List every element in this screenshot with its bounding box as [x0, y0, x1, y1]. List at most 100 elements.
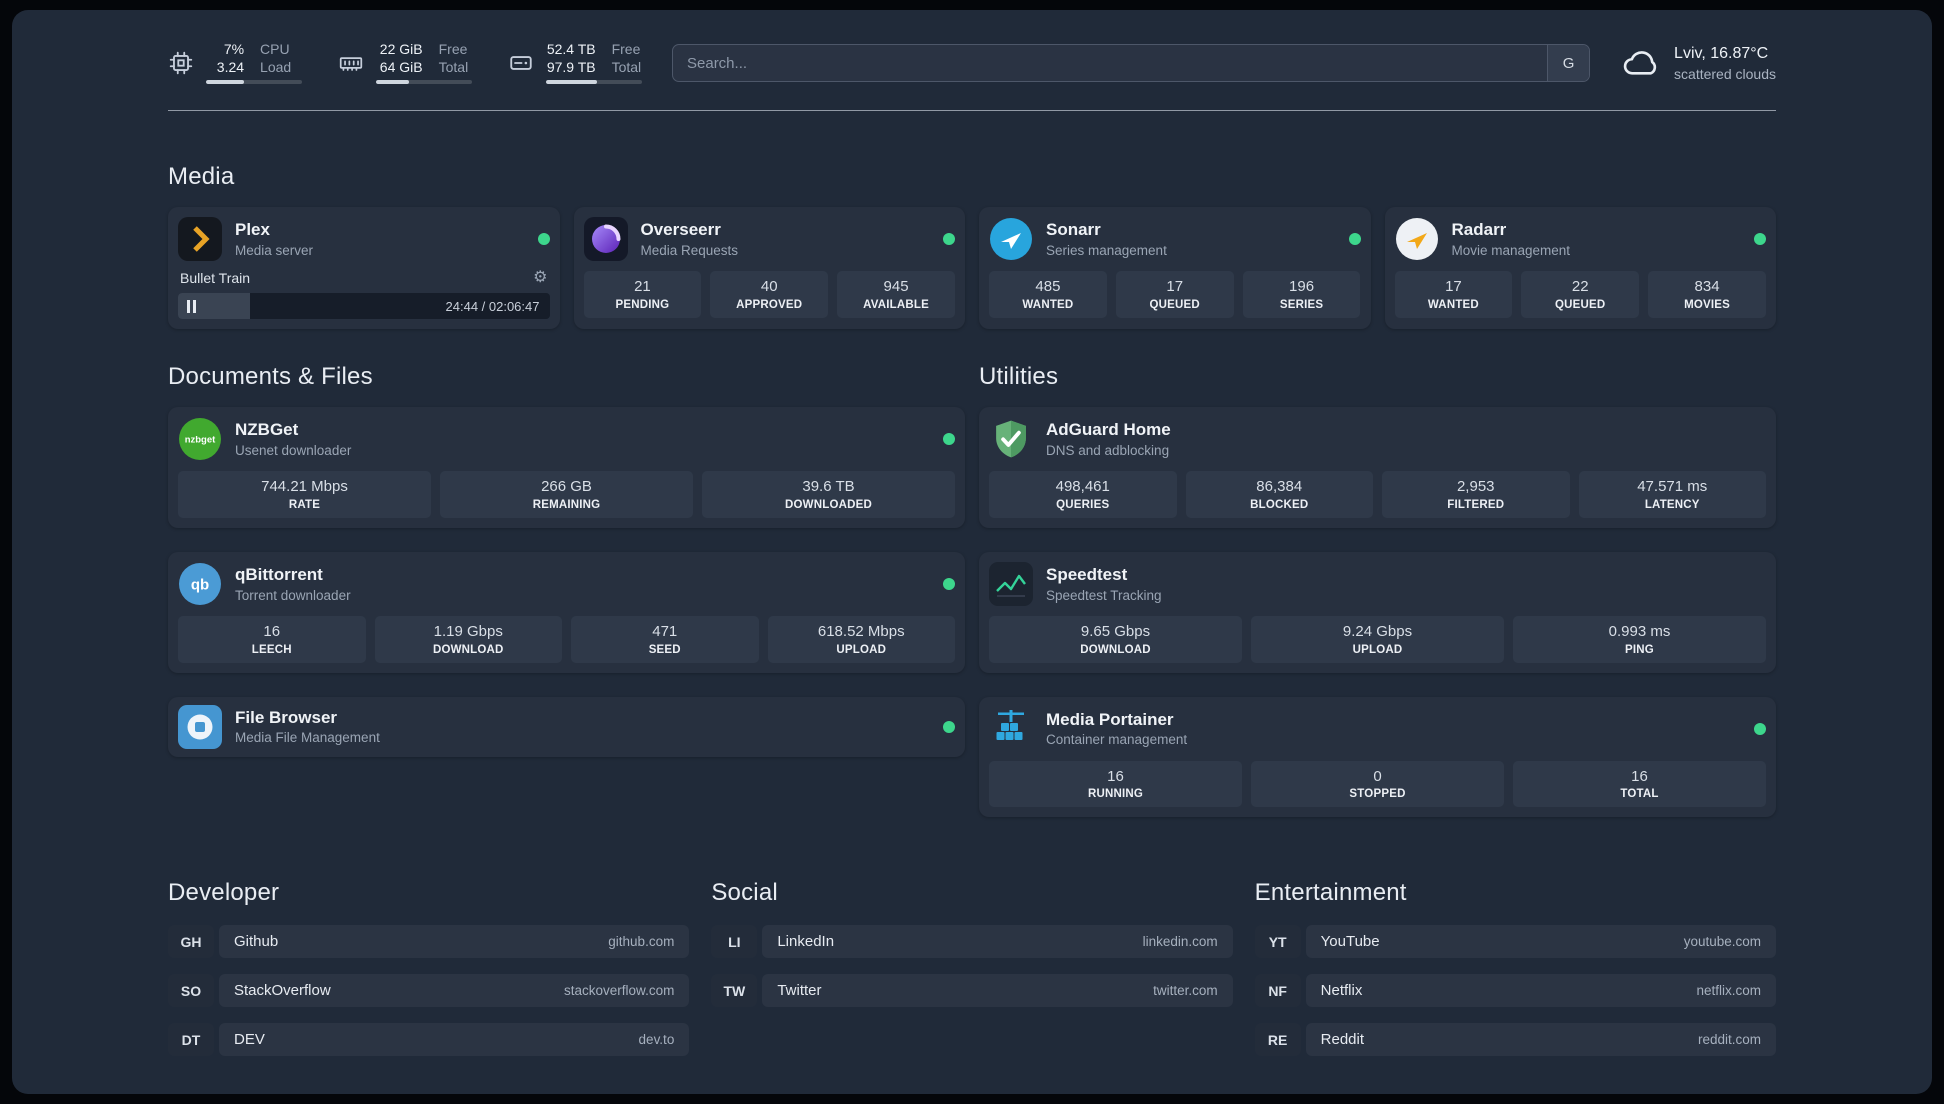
app-name: Radarr [1451, 220, 1507, 240]
stat-label: PING [1625, 643, 1654, 656]
stat-value: 16 [263, 622, 281, 640]
stat-label: SERIES [1279, 298, 1324, 311]
app-info: Plex Media server [235, 220, 313, 258]
status-online-dot [1754, 722, 1766, 735]
stat-ping: 0.993 ms PING [1513, 615, 1766, 663]
stats-row: 21 PENDING 40 APPROVED 945 AVAILABLE [583, 271, 956, 318]
stat-remaining: 266 GB REMAINING [440, 471, 693, 518]
cpu-usage-value: 7% [223, 40, 245, 57]
two-column-area: Documents & Files nzbget NZBGet Usenet d… [168, 363, 1776, 818]
stat-value: 2,953 [1456, 478, 1495, 495]
stats-row: 9.65 Gbps DOWNLOAD 9.24 Gbps UPLOAD 0.993 … [989, 615, 1766, 663]
search-provider-button[interactable]: G [1547, 45, 1590, 81]
bookmark-name: LinkedIn [777, 933, 835, 951]
bookmark-url: youtube.com [1683, 934, 1761, 950]
stat-label: QUEUED [1149, 298, 1200, 311]
svg-text:qb: qb [191, 576, 209, 593]
status-online-dot [537, 233, 550, 245]
stat-value: 47.571 ms [1637, 478, 1708, 495]
bookmark-linkedin[interactable]: LI LinkedIn linkedin.com [711, 925, 1233, 959]
stat-label: WANTED [1022, 298, 1074, 311]
metric-cpu: 7% CPU 3.24 Load [168, 40, 302, 85]
filebrowser-card[interactable]: File Browser Media File Management [168, 696, 965, 757]
overseerr-card[interactable]: Overseerr Media Requests 21 PENDING 40 APP… [573, 207, 965, 329]
stats-row: 744.21 Mbps RATE 266 GB REMAINING 39.6 TB D… [178, 471, 955, 518]
cpu-usage-label: CPU [260, 40, 290, 57]
section-title-media: Media [168, 163, 235, 190]
bookmark-name: Netflix [1320, 982, 1363, 1000]
stat-label: QUEUED [1555, 298, 1606, 311]
section-documents: Documents & Files nzbget NZBGet Usenet d… [168, 363, 965, 817]
qbittorrent-card[interactable]: qb qBittorrent Torrent downloader 16 LEEC… [168, 551, 965, 673]
section-media: Media Plex Media server Bullet Train ⚙ [168, 163, 1776, 329]
stat-label: UPLOAD [1352, 643, 1403, 656]
cloud-icon [1620, 45, 1662, 82]
portainer-card[interactable]: Media Portainer Container management 16 R… [979, 696, 1776, 818]
stat-latency: 47.571 ms LATENCY [1578, 471, 1766, 518]
stat-pending: 21 PENDING [583, 271, 702, 318]
app-name: qBittorrent [235, 564, 323, 584]
app-name: Overseerr [640, 220, 721, 240]
search-input[interactable] [673, 45, 1548, 81]
now-playing-title: Bullet Train [180, 270, 251, 286]
stat-label: TOTAL [1620, 788, 1659, 801]
stat-value: 0 [1373, 767, 1382, 785]
metric-cpu-body: 7% CPU 3.24 Load [206, 40, 302, 85]
plex-card-header: Plex Media server [178, 217, 550, 261]
status-online-dot [943, 720, 955, 733]
bookmark-name: StackOverflow [234, 982, 331, 1000]
bookmarks-area: Developer GH Github github.com SO StackOv… [168, 879, 1776, 1094]
sonarr-card[interactable]: Sonarr Series management 485 WANTED 17 QUE… [979, 207, 1371, 329]
settings-gear-icon[interactable]: ⚙ [533, 269, 548, 286]
nzbget-card[interactable]: nzbget NZBGet Usenet downloader 744.21 M… [168, 407, 965, 528]
stat-movies: 834 MOVIES [1648, 271, 1766, 318]
bookmark-netflix[interactable]: NF Netflix netflix.com [1254, 974, 1776, 1008]
metric-memory: 22 GiB Free 64 GiB Total [338, 41, 472, 85]
stat-label: SEED [648, 643, 681, 656]
stat-label: WANTED [1427, 298, 1479, 311]
radarr-card[interactable]: Radarr Movie management 17 WANTED 22 QUEUE… [1384, 207, 1776, 329]
bookmark-abbr: TW [711, 974, 758, 1008]
stat-running: 16 RUNNING [989, 760, 1242, 808]
plex-card[interactable]: Plex Media server Bullet Train ⚙ 24:44 /… [168, 207, 560, 329]
stat-wanted: 485 WANTED [989, 271, 1107, 318]
status-online-dot [943, 433, 955, 445]
speedtest-card-header: Speedtest Speedtest Tracking [989, 561, 1766, 606]
stat-label: STOPPED [1349, 788, 1406, 801]
stat-download: 9.65 Gbps DOWNLOAD [989, 615, 1242, 663]
bookmark-reddit[interactable]: RE Reddit reddit.com [1254, 1023, 1776, 1057]
cpu-load-label: Load [260, 59, 292, 75]
app-name: NZBGet [235, 420, 299, 440]
app-description: Media server [235, 242, 314, 258]
bookmark-url: linkedin.com [1142, 934, 1218, 950]
stat-label: APPROVED [736, 298, 803, 311]
stats-row: 17 WANTED 22 QUEUED 834 MOVIES [1394, 271, 1767, 318]
status-online-dot [943, 233, 955, 245]
adguard-card-header: AdGuard Home DNS and adblocking [989, 417, 1766, 461]
stat-blocked: 86,384 BLOCKED [1185, 471, 1373, 518]
section-title-utilities: Utilities [979, 363, 1059, 390]
stat-value: 40 [760, 278, 778, 295]
pause-icon[interactable] [187, 299, 196, 313]
playback-progress-bar[interactable]: 24:44 / 02:06:47 [178, 293, 550, 319]
adguard-card[interactable]: AdGuard Home DNS and adblocking 498,461 Q… [979, 407, 1776, 528]
stat-value: 744.21 Mbps [261, 478, 348, 495]
stat-upload: 9.24 Gbps UPLOAD [1251, 615, 1504, 663]
bookmark-dev[interactable]: DT DEV dev.to [168, 1023, 690, 1057]
stat-upload: 618.52 Mbps UPLOAD [767, 615, 955, 663]
app-info: Sonarr Series management [1046, 220, 1167, 258]
bookmark-twitter[interactable]: TW Twitter twitter.com [711, 974, 1233, 1008]
stat-value: 16 [1631, 767, 1648, 785]
adguard-icon [989, 417, 1033, 461]
bookmark-name: Twitter [777, 982, 822, 1000]
stat-label: FILTERED [1447, 498, 1505, 511]
speedtest-card[interactable]: Speedtest Speedtest Tracking 9.65 Gbps DO… [979, 551, 1776, 673]
bookmark-youtube[interactable]: YT YouTube youtube.com [1254, 925, 1776, 959]
stat-value: 86,384 [1256, 478, 1303, 495]
stat-queries: 498,461 QUERIES [989, 471, 1177, 518]
bookmark-github[interactable]: GH Github github.com [168, 925, 690, 959]
bookmark-name: Github [234, 933, 279, 951]
bookmark-stackoverflow[interactable]: SO StackOverflow stackoverflow.com [168, 974, 690, 1008]
stat-value: 945 [883, 278, 909, 295]
cpu-load-value: 3.24 [216, 59, 245, 75]
